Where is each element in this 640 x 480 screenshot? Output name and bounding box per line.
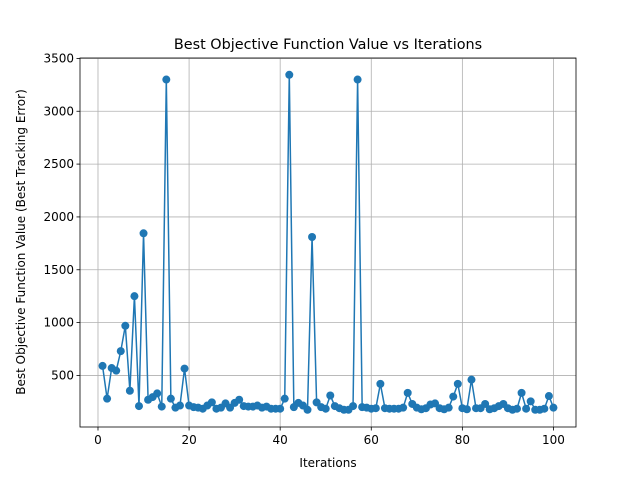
data-point: [175, 401, 184, 410]
data-point: [549, 403, 558, 412]
data-point: [121, 321, 130, 330]
x-tick-label: 100: [542, 433, 565, 447]
plot-frame: [79, 57, 577, 428]
data-point: [103, 394, 112, 403]
data-point: [112, 366, 121, 375]
data-point: [285, 70, 294, 79]
data-point: [517, 388, 526, 397]
y-tick-label: 500: [51, 368, 74, 382]
data-point: [157, 402, 166, 411]
data-point: [303, 405, 312, 414]
data-point: [544, 392, 553, 401]
data-point: [376, 379, 385, 388]
data-point: [326, 391, 335, 400]
data-point: [453, 379, 462, 388]
data-point: [403, 388, 412, 397]
data-point: [481, 399, 490, 408]
data-point: [130, 292, 139, 301]
data-point: [522, 404, 531, 413]
data-point: [353, 75, 362, 84]
y-tick-label: 3500: [43, 51, 74, 65]
data-point: [166, 394, 175, 403]
x-tick-label: 80: [455, 433, 470, 447]
y-tick-label: 2000: [43, 210, 74, 224]
data-point: [153, 389, 162, 398]
data-point: [98, 361, 107, 370]
data-point: [235, 395, 244, 404]
data-point: [116, 347, 125, 356]
y-tick-label: 3000: [43, 104, 74, 118]
data-point: [321, 404, 330, 413]
data-point: [139, 229, 148, 238]
y-tick-label: 1000: [43, 316, 74, 330]
x-tick-label: 0: [94, 433, 102, 447]
data-point: [444, 403, 453, 412]
data-point: [526, 397, 535, 406]
data-point: [125, 386, 134, 395]
chart-title: Best Objective Function Value vs Iterati…: [174, 37, 482, 53]
x-axis-label: Iterations: [299, 456, 356, 470]
data-point: [449, 392, 458, 401]
x-tick-label: 40: [273, 433, 288, 447]
x-tick-label: 20: [181, 433, 196, 447]
x-tick-label: 60: [364, 433, 379, 447]
data-point: [308, 233, 317, 242]
data-point: [134, 402, 143, 411]
data-point: [462, 405, 471, 414]
data-point: [513, 404, 522, 413]
data-point: [399, 403, 408, 412]
data-point: [180, 364, 189, 373]
data-point: [540, 404, 549, 413]
data-point: [276, 404, 285, 413]
data-point: [467, 375, 476, 384]
data-point: [349, 402, 358, 411]
data-point: [371, 404, 380, 413]
y-axis-label: Best Objective Function Value (Best Trac…: [14, 89, 28, 395]
data-point: [162, 75, 171, 84]
y-tick-label: 2500: [43, 157, 74, 171]
data-point: [207, 398, 216, 407]
data-point: [280, 394, 289, 403]
y-tick-label: 1500: [43, 263, 74, 277]
